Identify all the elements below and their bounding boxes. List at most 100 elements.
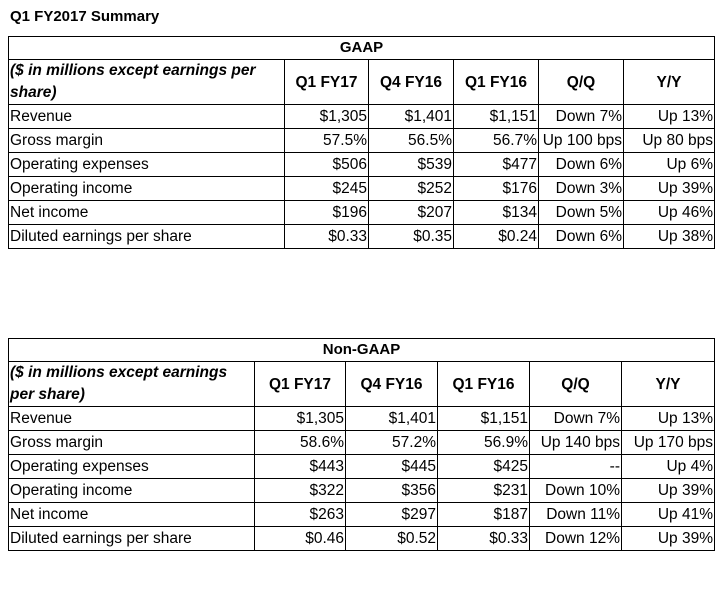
cell-value: Up 100 bps <box>538 128 624 153</box>
row-label: Net income <box>8 502 255 527</box>
nongaap-table: Non-GAAP ($ in millions except earnings … <box>8 338 715 551</box>
cell-value: Down 7% <box>529 406 622 431</box>
cell-value: Up 13% <box>623 104 715 129</box>
table-row: Operating expenses $506 $539 $477 Down 6… <box>8 152 715 177</box>
row-label: Gross margin <box>8 430 255 455</box>
cell-value: $196 <box>284 200 369 225</box>
cell-value: $0.35 <box>368 224 454 249</box>
row-label: Operating expenses <box>8 152 285 177</box>
cell-value: 58.6% <box>254 430 346 455</box>
col-header-q4fy16: Q4 FY16 <box>345 361 438 407</box>
cell-value: Up 38% <box>623 224 715 249</box>
cell-value: 56.7% <box>453 128 539 153</box>
page-title: Q1 FY2017 Summary <box>10 8 160 25</box>
table-row: Net income $196 $207 $134 Down 5% Up 46% <box>8 200 715 225</box>
col-header-q1fy17: Q1 FY17 <box>284 59 369 105</box>
table-row: Revenue $1,305 $1,401 $1,151 Down 7% Up … <box>8 406 715 431</box>
cell-value: Up 46% <box>623 200 715 225</box>
nongaap-header-row: ($ in millions except earnings per share… <box>8 361 715 407</box>
table-row: Gross margin 58.6% 57.2% 56.9% Up 140 bp… <box>8 430 715 455</box>
nongaap-section-title: Non-GAAP <box>8 338 715 362</box>
cell-value: $0.24 <box>453 224 539 249</box>
col-header-qq: Q/Q <box>529 361 622 407</box>
cell-value: $297 <box>345 502 438 527</box>
cell-value: Up 13% <box>621 406 715 431</box>
cell-value: $322 <box>254 478 346 503</box>
col-header-q1fy16: Q1 FY16 <box>453 59 539 105</box>
col-header-q1fy16: Q1 FY16 <box>437 361 530 407</box>
cell-value: Down 7% <box>538 104 624 129</box>
cell-value: Down 12% <box>529 526 622 551</box>
cell-value: $231 <box>437 478 530 503</box>
cell-value: $425 <box>437 454 530 479</box>
cell-value: $0.33 <box>437 526 530 551</box>
cell-value: $207 <box>368 200 454 225</box>
row-label: Operating income <box>8 478 255 503</box>
table-row: Operating income $245 $252 $176 Down 3% … <box>8 176 715 201</box>
cell-value: -- <box>529 454 622 479</box>
gaap-header-row: ($ in millions except earnings per share… <box>8 59 715 105</box>
cell-value: $1,401 <box>345 406 438 431</box>
cell-value: $1,401 <box>368 104 454 129</box>
cell-value: Up 140 bps <box>529 430 622 455</box>
nongaap-section-row: Non-GAAP <box>8 338 715 362</box>
cell-value: $1,305 <box>284 104 369 129</box>
cell-value: $443 <box>254 454 346 479</box>
cell-value: 56.5% <box>368 128 454 153</box>
table-row: Operating expenses $443 $445 $425 -- Up … <box>8 454 715 479</box>
cell-value: $252 <box>368 176 454 201</box>
cell-value: $134 <box>453 200 539 225</box>
gaap-table: GAAP ($ in millions except earnings per … <box>8 36 715 249</box>
table-row: Operating income $322 $356 $231 Down 10%… <box>8 478 715 503</box>
table-row: Net income $263 $297 $187 Down 11% Up 41… <box>8 502 715 527</box>
cell-value: $245 <box>284 176 369 201</box>
row-label: Gross margin <box>8 128 285 153</box>
cell-value: Up 4% <box>621 454 715 479</box>
cell-value: Up 170 bps <box>621 430 715 455</box>
cell-value: $0.46 <box>254 526 346 551</box>
table-row: Revenue $1,305 $1,401 $1,151 Down 7% Up … <box>8 104 715 129</box>
header-label: ($ in millions except earnings per share… <box>8 59 285 105</box>
row-label: Diluted earnings per share <box>8 526 255 551</box>
cell-value: $356 <box>345 478 438 503</box>
cell-value: Up 39% <box>623 176 715 201</box>
gaap-section-title: GAAP <box>8 36 715 60</box>
cell-value: Down 11% <box>529 502 622 527</box>
row-label: Revenue <box>8 104 285 129</box>
cell-value: Down 6% <box>538 224 624 249</box>
table-row: Diluted earnings per share $0.46 $0.52 $… <box>8 526 715 551</box>
cell-value: $187 <box>437 502 530 527</box>
table-row: Diluted earnings per share $0.33 $0.35 $… <box>8 224 715 249</box>
row-label: Diluted earnings per share <box>8 224 285 249</box>
cell-value: Down 10% <box>529 478 622 503</box>
header-label: ($ in millions except earnings per share… <box>8 361 255 407</box>
row-label: Net income <box>8 200 285 225</box>
cell-value: Up 6% <box>623 152 715 177</box>
cell-value: 57.2% <box>345 430 438 455</box>
row-label: Operating income <box>8 176 285 201</box>
cell-value: Up 39% <box>621 526 715 551</box>
gaap-section-row: GAAP <box>8 36 715 60</box>
col-header-q4fy16: Q4 FY16 <box>368 59 454 105</box>
table-row: Gross margin 57.5% 56.5% 56.7% Up 100 bp… <box>8 128 715 153</box>
cell-value: $176 <box>453 176 539 201</box>
cell-value: Up 39% <box>621 478 715 503</box>
cell-value: Down 6% <box>538 152 624 177</box>
cell-value: 57.5% <box>284 128 369 153</box>
cell-value: $1,151 <box>437 406 530 431</box>
cell-value: $0.52 <box>345 526 438 551</box>
cell-value: $506 <box>284 152 369 177</box>
col-header-q1fy17: Q1 FY17 <box>254 361 346 407</box>
cell-value: Down 5% <box>538 200 624 225</box>
row-label: Revenue <box>8 406 255 431</box>
cell-value: $263 <box>254 502 346 527</box>
row-label: Operating expenses <box>8 454 255 479</box>
col-header-yy: Y/Y <box>621 361 715 407</box>
cell-value: 56.9% <box>437 430 530 455</box>
col-header-yy: Y/Y <box>623 59 715 105</box>
cell-value: $1,305 <box>254 406 346 431</box>
cell-value: $477 <box>453 152 539 177</box>
cell-value: Up 80 bps <box>623 128 715 153</box>
cell-value: $0.33 <box>284 224 369 249</box>
cell-value: $539 <box>368 152 454 177</box>
